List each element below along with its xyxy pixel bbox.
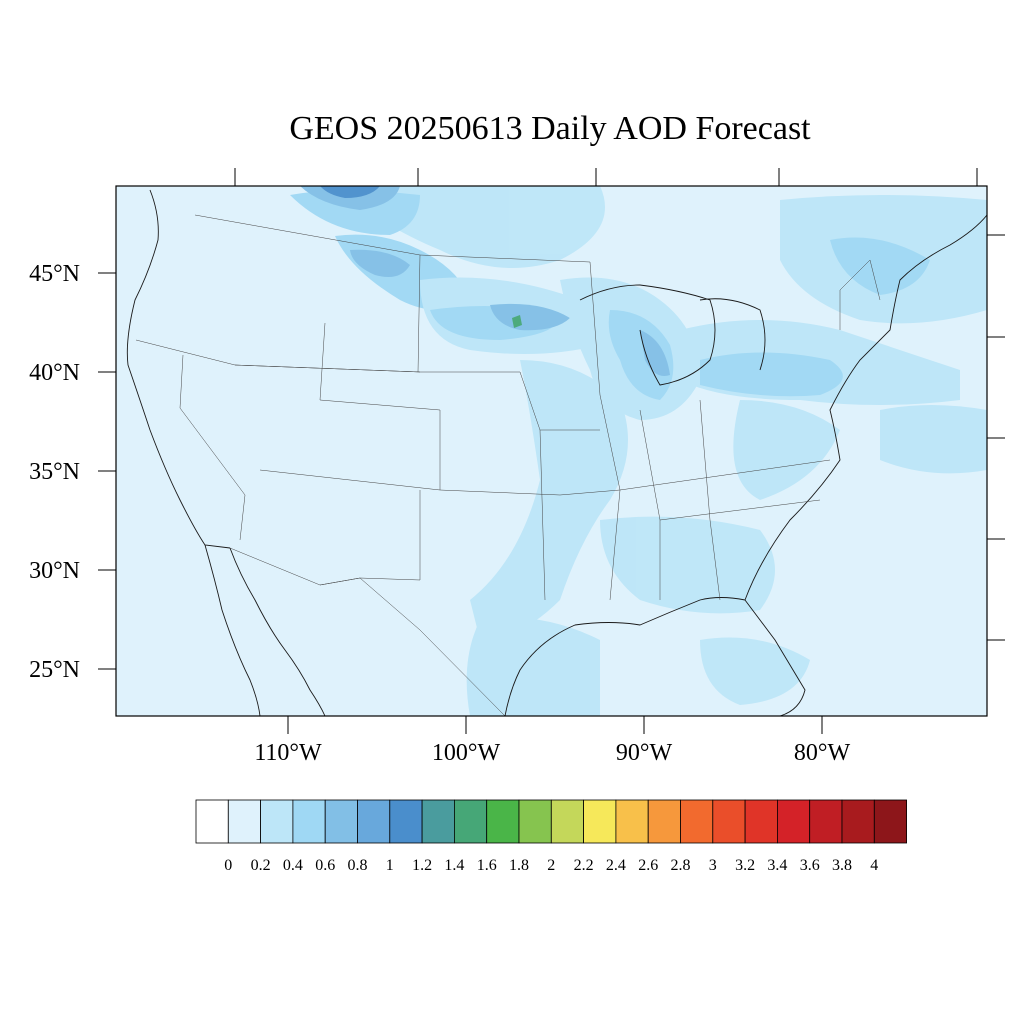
lat-label-25: 25°N <box>29 657 80 683</box>
lat-label-35: 35°N <box>29 459 80 485</box>
longitude-labels: 110°W 100°W 90°W 80°W <box>254 740 850 766</box>
colorbar-swatch <box>486 799 520 844</box>
colorbar-swatch <box>518 799 552 844</box>
colorbar <box>195 799 907 844</box>
colorbar-tick-label: 1 <box>386 857 394 874</box>
colorbar-swatch <box>744 799 778 844</box>
colorbar-tick-label: 0.2 <box>251 857 271 874</box>
colorbar-tick-label: 4 <box>870 857 878 874</box>
colorbar-swatch <box>389 799 423 844</box>
colorbar-tick-label: 0.4 <box>283 857 303 874</box>
colorbar-tick-label: 3.8 <box>832 857 852 874</box>
colorbar-tick-label: 1.2 <box>412 857 432 874</box>
colorbar-tick-label: 2.6 <box>638 857 658 874</box>
colorbar-swatch <box>357 799 391 844</box>
colorbar-swatch <box>777 799 811 844</box>
colorbar-swatch <box>324 799 358 844</box>
colorbar-swatch <box>615 799 649 844</box>
top-ticks <box>234 168 978 186</box>
colorbar-tick-label: 3.6 <box>800 857 820 874</box>
lat-label-30: 30°N <box>29 558 80 584</box>
bottom-ticks <box>287 716 823 734</box>
colorbar-swatch <box>421 799 455 844</box>
latitude-labels: 45°N 40°N 35°N 30°N 25°N <box>29 261 80 683</box>
map-title: GEOS 20250613 Daily AOD Forecast <box>289 110 811 147</box>
coastlines <box>126 189 987 716</box>
colorbar-tick-label: 2.4 <box>606 857 626 874</box>
colorbar-labels: 0 0.2 0.4 0.6 0.8 1 1.2 1.4 1.6 1.8 2 2.2 2.4 2.6 2.8 3… <box>224 857 878 874</box>
colorbar-tick-label: 1.8 <box>509 857 529 874</box>
colorbar-swatch <box>453 799 488 844</box>
colorbar-swatch <box>680 799 714 844</box>
colorbar-tick-label: 1.6 <box>477 857 497 874</box>
lon-label-100: 100°W <box>432 740 501 766</box>
colorbar-tick-label: 0.6 <box>315 857 335 874</box>
lat-label-40: 40°N <box>29 360 80 386</box>
colorbar-swatch <box>583 799 617 844</box>
colorbar-swatch <box>260 799 294 844</box>
lon-label-90: 90°W <box>616 740 673 766</box>
colorbar-tick-label: 3 <box>709 857 717 874</box>
map-panel <box>116 186 987 716</box>
lon-label-80: 80°W <box>794 740 851 766</box>
map-frame <box>115 185 988 717</box>
lon-label-110: 110°W <box>254 740 322 766</box>
colorbar-tick-label: 2.2 <box>574 857 594 874</box>
left-ticks <box>98 272 116 670</box>
colorbar-swatch <box>809 799 843 844</box>
right-ticks <box>987 234 1005 641</box>
colorbar-tick-label: 0.8 <box>348 857 368 874</box>
colorbar-tick-label: 2.8 <box>671 857 691 874</box>
colorbar-tick-label: 2 <box>547 857 555 874</box>
lat-label-45: 45°N <box>29 261 80 287</box>
colorbar-tick-label: 3.2 <box>735 857 755 874</box>
colorbar-tick-label: 1.4 <box>444 857 464 874</box>
colorbar-swatch <box>647 799 681 844</box>
colorbar-swatch <box>712 799 746 844</box>
colorbar-swatch <box>841 799 875 844</box>
colorbar-swatch <box>873 799 907 844</box>
colorbar-tick-label: 0 <box>224 857 232 874</box>
colorbar-swatch <box>227 799 262 844</box>
colorbar-tick-label: 3.4 <box>767 857 787 874</box>
state-borders <box>135 214 881 716</box>
colorbar-swatch <box>550 799 584 844</box>
colorbar-swatch <box>292 799 326 844</box>
colorbar-swatch <box>195 799 229 844</box>
